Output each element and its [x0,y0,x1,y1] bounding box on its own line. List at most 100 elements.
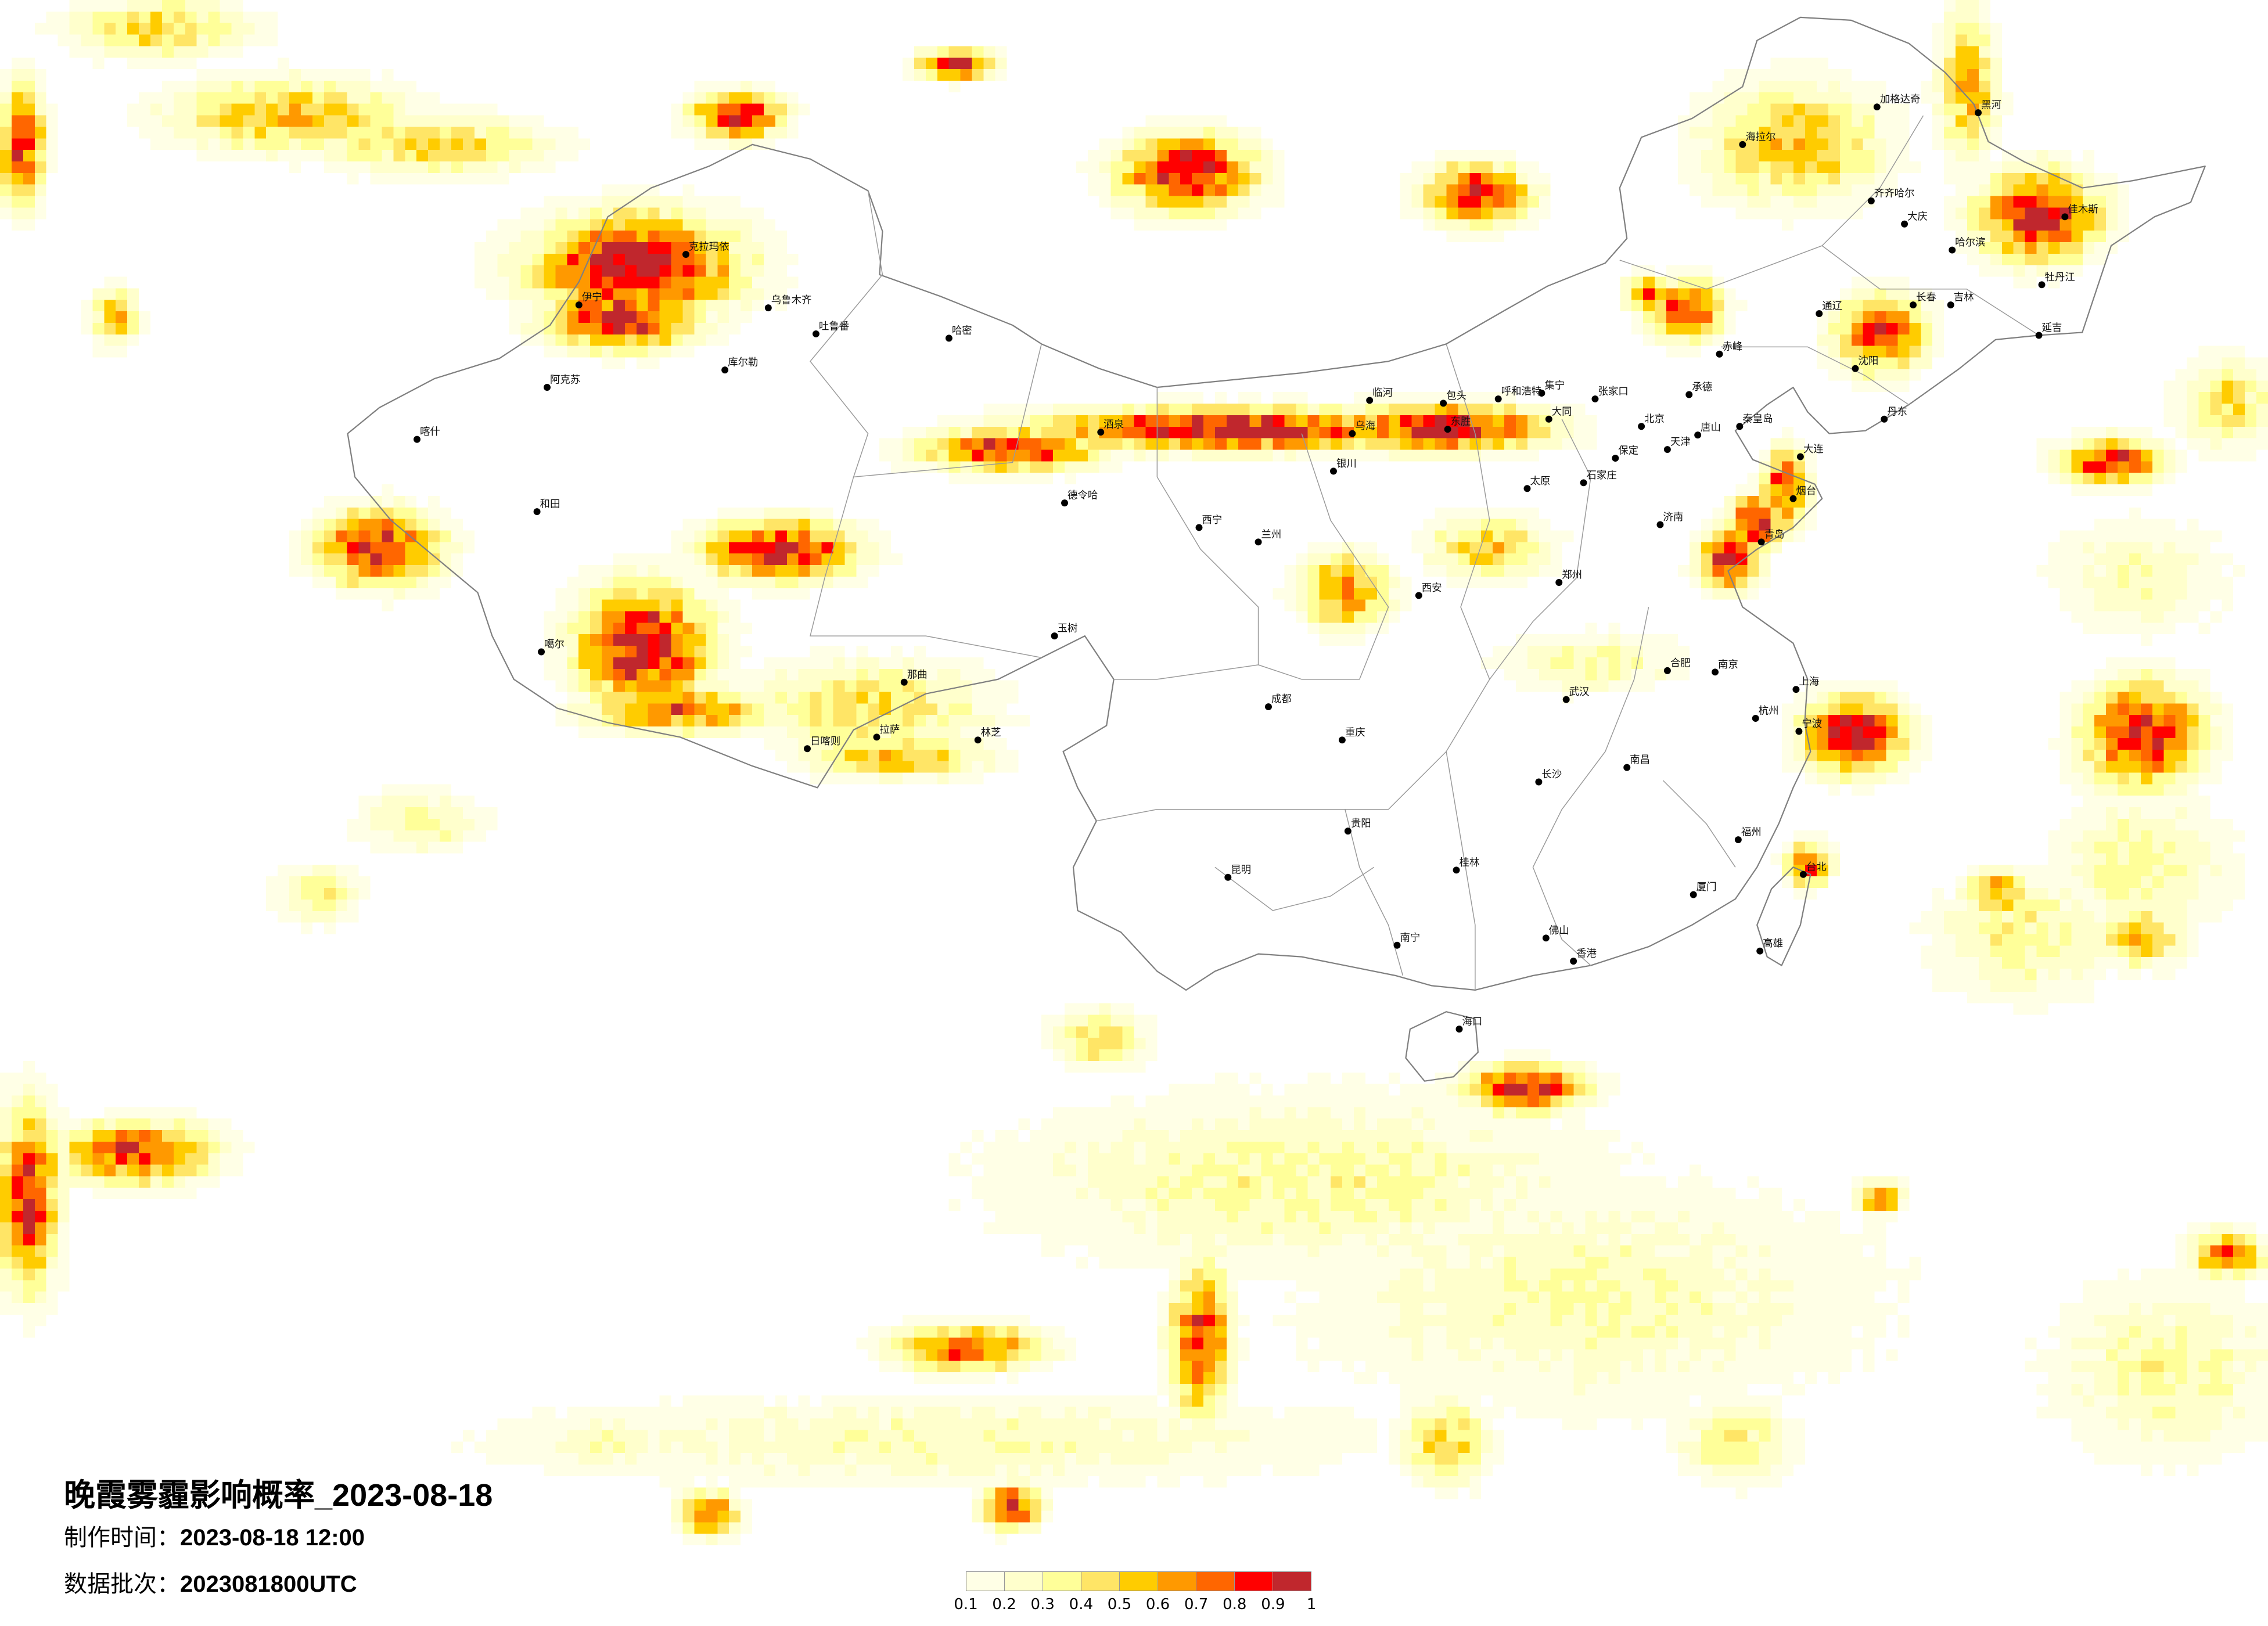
data-batch-label: 数据批次： [64,1571,180,1597]
city-dot [1947,301,1954,309]
city-marker: 伊宁 [575,292,602,309]
city-label: 加格达奇 [1880,94,1921,106]
city-label: 呼和浩特 [1501,386,1542,397]
city-dot [1975,109,1982,117]
city-label: 香港 [1576,948,1597,960]
city-label: 拉萨 [879,724,900,736]
city-dot [2061,213,2069,221]
city-label: 长春 [1916,292,1936,304]
city-marker: 吐鲁番 [812,321,849,337]
city-dot [1796,453,1804,461]
legend-tick-label: 0.4 [1069,1596,1094,1613]
city-marker: 香港 [1570,948,1597,965]
city-marker: 南京 [1712,659,1738,676]
city-label: 桂林 [1460,857,1480,869]
city-label: 宁波 [1802,718,1822,730]
city-marker: 通辽 [1816,301,1842,318]
city-label: 东胜 [1451,416,1471,428]
city-label: 郑州 [1562,570,1582,581]
city-label: 酒泉 [1104,419,1124,431]
city-dot [544,384,551,391]
city-dot [1734,836,1742,844]
production-time-value: 2023-08-18 12:00 [180,1525,365,1551]
city-label: 南昌 [1630,754,1650,766]
city-label: 台北 [1806,861,1827,873]
city-label: 上海 [1799,677,1819,688]
city-marker: 南宁 [1393,932,1420,949]
city-label: 银川 [1336,458,1357,470]
city-label: 长沙 [1541,769,1562,780]
city-label: 延吉 [2042,322,2062,334]
city-dot [1538,390,1545,397]
city-marker: 上海 [1792,677,1819,693]
legend-tick-label: 0.2 [992,1596,1016,1613]
city-dot [1873,103,1881,111]
city-label: 德令哈 [1067,490,1098,502]
production-time-label: 制作时间： [64,1525,180,1551]
city-marker: 郑州 [1555,570,1582,586]
legend-tick-label: 0.6 [1145,1596,1170,1613]
city-dot [1663,446,1671,454]
city-marker: 酒泉 [1097,419,1124,436]
city-label: 北京 [1644,413,1665,425]
city-dot [1440,400,1447,407]
city-marker: 台北 [1799,861,1827,878]
city-label: 重庆 [1345,727,1365,739]
city-marker: 乌鲁木齐 [764,295,811,312]
city-dot [533,508,541,516]
city-dot [1852,365,1859,372]
city-label: 天津 [1670,437,1691,448]
city-dot [1792,686,1800,693]
city-dot [721,366,729,374]
city-dot [538,648,545,656]
city-marker: 杭州 [1752,706,1779,722]
city-label: 吐鲁番 [819,321,849,332]
city-label: 黑河 [1981,100,2001,111]
city-dot [873,733,880,741]
city-marker: 西安 [1415,582,1442,599]
city-marker: 贵阳 [1344,818,1371,835]
city-marker: 厦门 [1690,882,1716,898]
city-label: 喀什 [420,426,440,438]
city-dot [1224,873,1232,881]
city-label: 大连 [1803,444,1824,455]
city-label: 大同 [1552,406,1572,418]
city-dot [1656,521,1664,528]
city-dot [1535,778,1543,786]
city-label: 贵阳 [1351,818,1371,830]
city-label: 青岛 [1764,529,1785,541]
city-dot [1736,423,1744,430]
city-marker: 青岛 [1757,529,1785,546]
city-label: 包头 [1446,390,1467,402]
city-marker: 日喀则 [804,736,840,753]
city-marker: 包头 [1440,390,1467,407]
city-dot [1694,431,1702,439]
city-label: 武汉 [1569,686,1590,698]
mainland-border [347,16,2206,991]
city-label: 乌海 [1355,420,1375,432]
city-dot [1799,870,1807,878]
probability-legend: 0.1 0.2 0.3 0.4 0.5 0.6 0.7 0.8 0.9 1 [954,1571,1316,1619]
city-label: 济南 [1663,512,1683,523]
city-label: 西安 [1422,582,1442,594]
city-marker: 噶尔 [538,639,565,656]
city-label: 南宁 [1400,932,1420,944]
city-dot [1545,415,1552,423]
city-dot [1612,455,1619,462]
city-label: 成都 [1271,694,1292,706]
city-dot [804,745,811,753]
city-dot [414,436,420,443]
legend-tick-label: 0.7 [1184,1596,1209,1613]
city-label: 太原 [1530,476,1550,487]
city-marker: 桂林 [1453,857,1480,874]
city-marker: 东胜 [1444,416,1471,433]
city-marker: 昆明 [1224,864,1251,881]
city-marker: 海拉尔 [1739,131,1776,148]
legend-swatch [1235,1572,1273,1591]
city-dot [974,736,982,744]
city-marker: 和田 [533,499,560,516]
city-marker: 吉林 [1947,292,1974,309]
legend-tick-label: 0.8 [1223,1596,1247,1613]
